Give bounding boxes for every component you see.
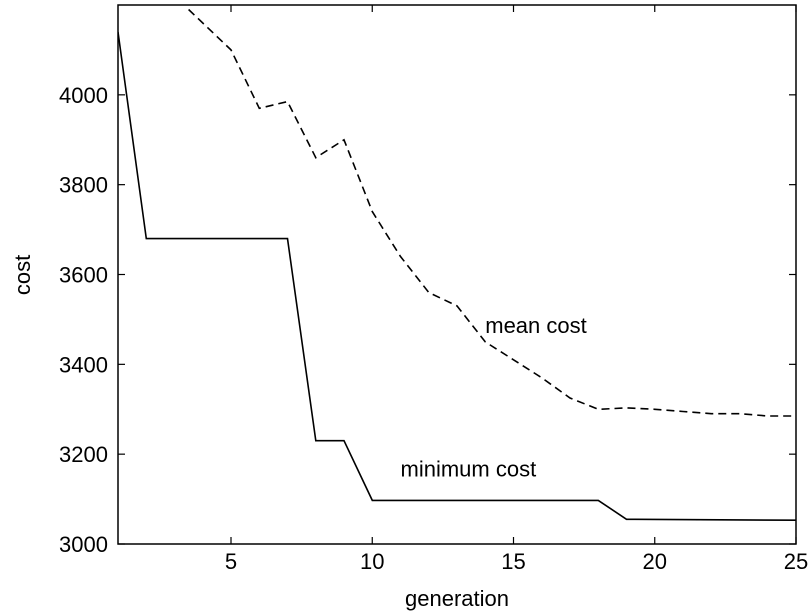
x-tick-label: 5 bbox=[225, 549, 237, 574]
x-tick-label: 25 bbox=[784, 549, 808, 574]
y-tick-label: 3800 bbox=[59, 173, 108, 198]
y-tick-label: 3400 bbox=[59, 352, 108, 377]
y-tick-label: 3600 bbox=[59, 263, 108, 288]
x-tick-label: 15 bbox=[501, 549, 525, 574]
annotation-mean-cost: mean cost bbox=[485, 313, 587, 338]
y-axis-label: cost bbox=[10, 255, 35, 295]
x-tick-label: 10 bbox=[360, 549, 384, 574]
annotation-minimum-cost: minimum cost bbox=[401, 457, 537, 482]
annotations-layer: mean cost minimum cost bbox=[401, 313, 587, 482]
series-line-minimum-cost bbox=[118, 31, 796, 522]
y-tick-label: 3000 bbox=[59, 532, 108, 557]
y-tick-label: 3200 bbox=[59, 442, 108, 467]
series-layer bbox=[118, 8, 796, 522]
y-tick-label: 4000 bbox=[59, 83, 108, 108]
x-axis-label: generation bbox=[405, 586, 509, 611]
ticks-layer: 5 10 15 20 25 3000 3200 3400 3600 3800 4000 bbox=[59, 5, 808, 574]
series-line-mean-cost bbox=[188, 8, 796, 417]
x-tick-label: 20 bbox=[643, 549, 667, 574]
